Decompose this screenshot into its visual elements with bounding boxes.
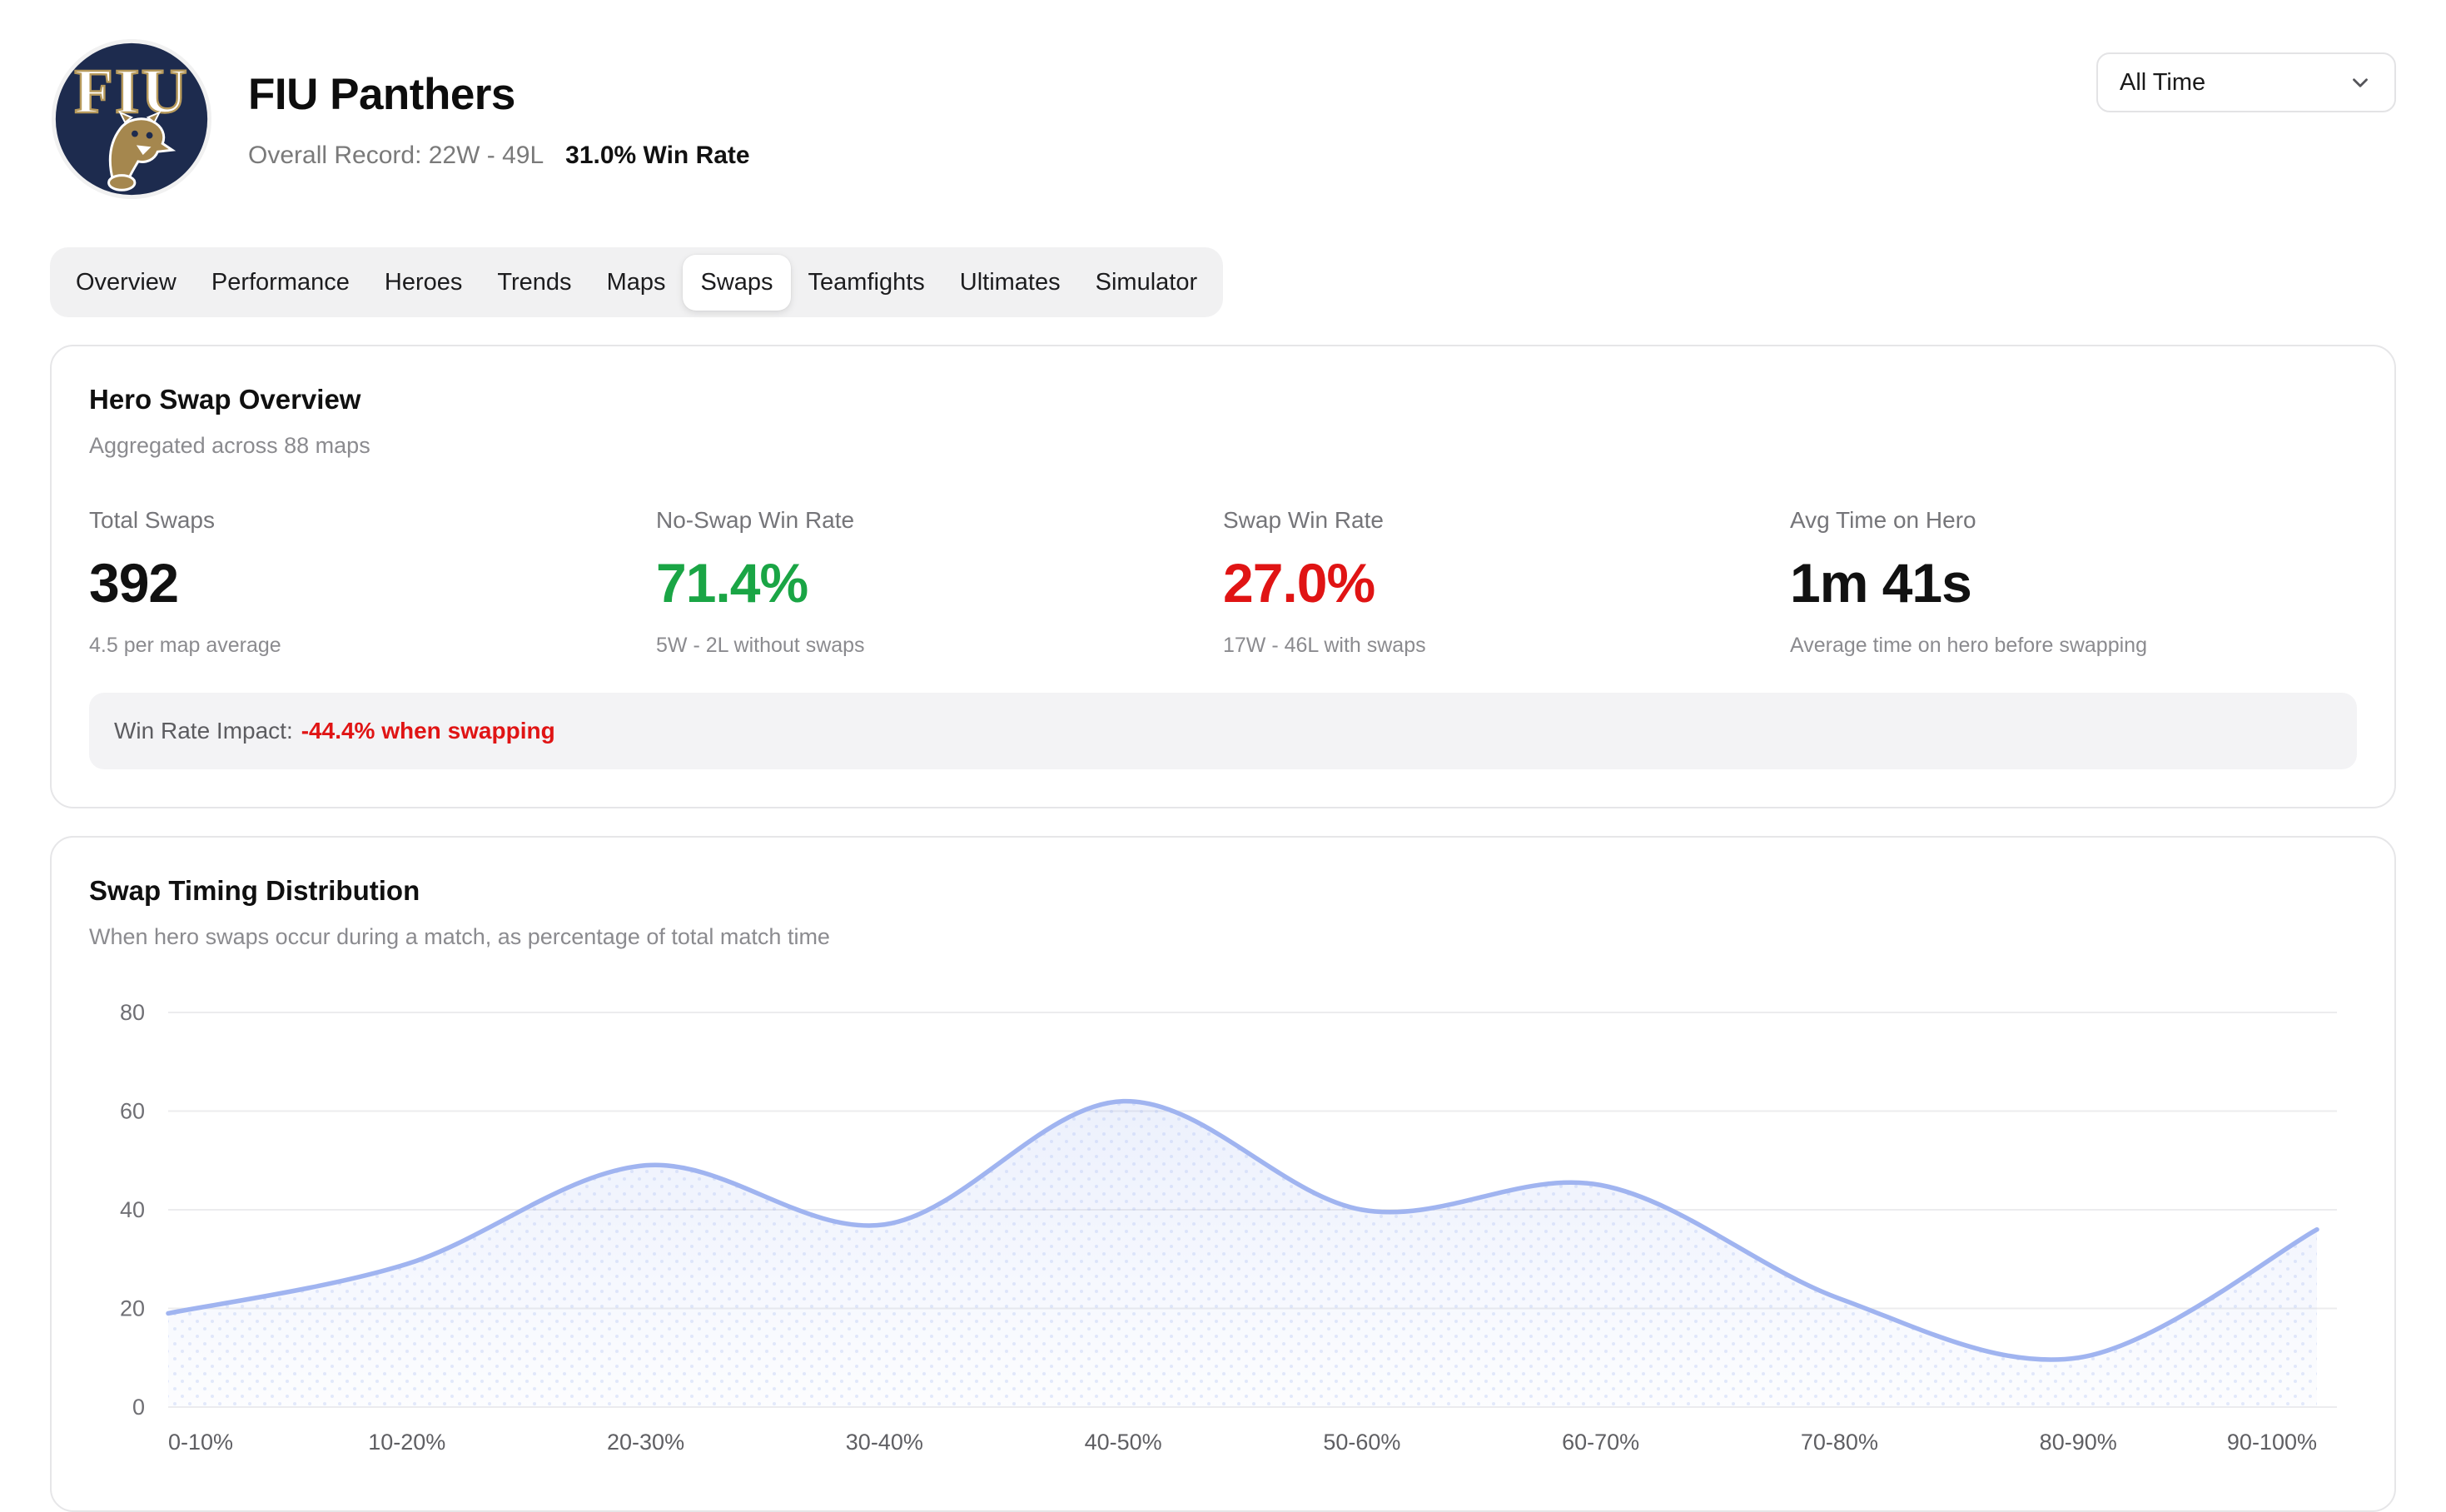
fiu-panthers-logo-icon: FIU [51, 38, 212, 200]
x-axis-tick: 10-20% [368, 1430, 445, 1455]
tab-trends[interactable]: Trends [497, 268, 572, 296]
area-fill-dots [168, 1101, 2317, 1407]
tab-bar: Overview Performance Heroes Trends Maps Swaps… [50, 247, 1224, 317]
win-rate-impact-banner: Win Rate Impact: -44.4% when swapping [89, 693, 2357, 769]
tab-overview[interactable]: Overview [76, 268, 176, 296]
x-axis-tick: 50-60% [1323, 1430, 1400, 1455]
stat-no-swap-win-rate: No-Swap Win Rate 71.4% 5W - 2L without s… [656, 507, 1223, 658]
header: FIU FIU Panthers Overall Record: 22W - 4… [50, 0, 2396, 201]
swap-timing-chart: 0 20 40 60 80 0-10% 10-20% 20-30% 30-40% 40-50% 50… [89, 973, 2357, 1473]
stat-total-swaps: Total Swaps 392 4.5 per map average [89, 507, 656, 658]
tab-swaps[interactable]: Swaps [683, 254, 791, 311]
stat-label: Avg Time on Hero [1790, 507, 1976, 533]
stat-label: Swap Win Rate [1223, 507, 1384, 533]
x-axis-tick: 90-100% [2227, 1430, 2317, 1455]
header-text: FIU Panthers Overall Record: 22W - 49L 3… [248, 69, 750, 170]
stat-value: 392 [89, 552, 179, 614]
impact-label: Win Rate Impact: [114, 718, 293, 744]
stat-swap-win-rate: Swap Win Rate 27.0% 17W - 46L with swaps [1223, 507, 1790, 658]
tab-ultimates[interactable]: Ultimates [959, 268, 1061, 296]
team-logo: FIU [50, 37, 213, 201]
x-axis-tick: 40-50% [1085, 1430, 1162, 1455]
tab-performance[interactable]: Performance [211, 268, 350, 296]
y-axis-tick: 60 [120, 1099, 145, 1124]
stat-sub: 4.5 per map average [89, 634, 281, 657]
x-axis-tick: 70-80% [1801, 1430, 1878, 1455]
y-axis-tick: 40 [120, 1197, 145, 1222]
y-axis-tick: 80 [120, 1000, 145, 1025]
x-axis-tick: 80-90% [2040, 1430, 2117, 1455]
overall-record: Overall Record: 22W - 49L [248, 141, 544, 169]
stat-value: 27.0% [1223, 552, 1375, 614]
tab-simulator[interactable]: Simulator [1095, 268, 1198, 296]
time-filter-value: All Time [2120, 68, 2206, 96]
time-filter-dropdown[interactable]: All Time [2096, 52, 2396, 112]
area-chart: 0 20 40 60 80 0-10% 10-20% 20-30% 30-40% 40-50% 50… [120, 1000, 2337, 1455]
y-axis-tick: 20 [120, 1296, 145, 1321]
logo-text: FIU [74, 56, 189, 127]
y-axis-tick: 0 [132, 1395, 145, 1420]
hero-swap-overview-card: Hero Swap Overview Aggregated across 88 … [50, 345, 2396, 808]
page-title: FIU Panthers [248, 69, 515, 119]
stat-avg-time-on-hero: Avg Time on Hero 1m 41s Average time on … [1790, 507, 2357, 658]
tab-maps[interactable]: Maps [606, 268, 666, 296]
chevron-down-icon [2353, 78, 2368, 87]
x-axis-tick: 30-40% [846, 1430, 923, 1455]
x-axis-tick: 0-10% [168, 1430, 233, 1455]
stat-value: 71.4% [656, 552, 808, 614]
series-line [166, 1098, 2319, 1362]
timing-card-title: Swap Timing Distribution [89, 875, 420, 906]
stat-value: 1m 41s [1790, 552, 1972, 614]
tab-teamfights[interactable]: Teamfights [808, 268, 925, 296]
timing-card-subtitle: When hero swaps occur during a match, as… [89, 924, 830, 949]
swap-timing-card: Swap Timing Distribution When hero swaps… [50, 836, 2396, 1512]
x-axis-tick: 60-70% [1562, 1430, 1639, 1455]
x-axis-tick: 20-30% [607, 1430, 684, 1455]
record-row: Overall Record: 22W - 49L 31.0% Win Rate [248, 142, 750, 170]
stat-sub: 17W - 46L with swaps [1223, 634, 1426, 657]
win-rate: 31.0% Win Rate [565, 141, 750, 169]
impact-value: -44.4% when swapping [301, 718, 555, 744]
overview-card-title: Hero Swap Overview [89, 384, 361, 415]
stat-sub: 5W - 2L without swaps [656, 634, 865, 657]
stat-sub: Average time on hero before swapping [1790, 634, 2147, 657]
stat-label: No-Swap Win Rate [656, 507, 855, 533]
overview-card-subtitle: Aggregated across 88 maps [89, 433, 370, 458]
stats-grid: Total Swaps 392 4.5 per map average No-S… [89, 507, 2357, 658]
panther-glyph [107, 111, 176, 191]
stat-label: Total Swaps [89, 507, 215, 533]
tab-heroes[interactable]: Heroes [384, 268, 463, 296]
